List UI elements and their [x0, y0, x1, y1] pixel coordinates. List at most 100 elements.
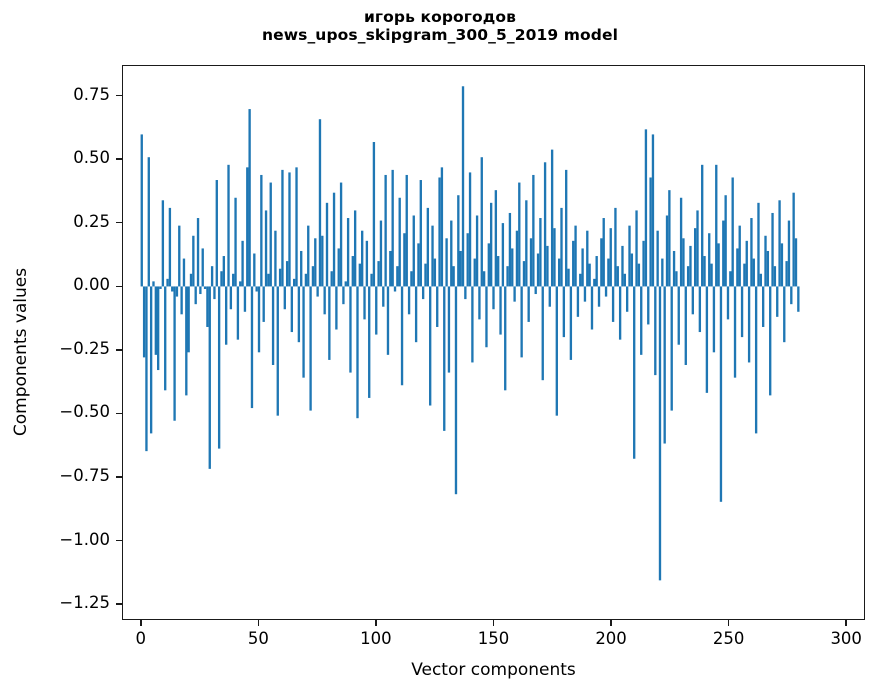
bar	[210, 266, 214, 287]
bar	[773, 266, 777, 287]
bar	[464, 286, 467, 300]
y-tick-mark	[116, 94, 122, 97]
bar	[696, 210, 699, 287]
bar	[557, 258, 561, 287]
bar	[769, 286, 772, 396]
bar	[473, 258, 476, 287]
bar	[213, 286, 216, 300]
bar	[489, 202, 493, 287]
bar	[370, 273, 373, 287]
bar	[482, 271, 486, 287]
bar	[539, 218, 542, 287]
y-tick-mark	[116, 539, 122, 542]
y-tick-mark	[116, 221, 122, 224]
bar	[426, 207, 430, 287]
bar	[501, 223, 505, 287]
bar	[518, 182, 521, 287]
bar	[588, 263, 591, 287]
bar	[267, 273, 270, 287]
bar	[511, 248, 514, 287]
bar	[677, 286, 680, 345]
bar	[225, 286, 228, 345]
bar	[611, 286, 615, 322]
bar	[283, 286, 286, 310]
bar	[797, 286, 800, 312]
bar	[147, 157, 150, 287]
bar	[229, 286, 233, 310]
bar	[166, 278, 169, 287]
x-tick-mark	[610, 620, 612, 626]
bar	[684, 286, 687, 365]
bar	[382, 286, 385, 307]
bar	[375, 286, 378, 335]
bar	[504, 286, 507, 391]
bar	[583, 286, 587, 302]
bar	[321, 235, 324, 287]
bar	[192, 235, 195, 287]
bar	[729, 271, 732, 287]
bar	[670, 286, 673, 411]
bar	[590, 286, 594, 330]
y-axis-label: Components values	[11, 267, 31, 437]
bar	[361, 230, 364, 287]
bar	[419, 180, 422, 287]
bar	[185, 286, 188, 396]
bar	[450, 220, 453, 287]
bar	[407, 286, 411, 315]
bar	[569, 286, 573, 360]
bar	[168, 207, 172, 287]
bar	[142, 286, 146, 358]
y-tick-label: 0.75	[73, 84, 110, 104]
bar	[471, 286, 474, 363]
y-tick-mark	[116, 285, 122, 287]
bar	[206, 286, 209, 327]
x-tick-label: 0	[135, 629, 147, 648]
bar	[494, 190, 498, 287]
bar	[276, 286, 279, 416]
bar	[199, 286, 202, 295]
bar	[196, 218, 200, 287]
bar	[386, 286, 390, 355]
bar	[679, 197, 683, 287]
bar	[525, 200, 528, 287]
bar	[293, 278, 296, 287]
bar	[445, 238, 448, 287]
bar	[358, 263, 362, 287]
bar	[682, 238, 685, 287]
bar	[722, 220, 725, 287]
bar	[661, 258, 664, 287]
bar	[325, 202, 329, 287]
bar	[433, 258, 437, 287]
bar	[178, 225, 181, 287]
bar	[621, 245, 624, 287]
bar	[203, 286, 207, 289]
bar	[297, 286, 301, 343]
chart-title-line-1: игорь корогодов	[363, 8, 517, 26]
bar	[285, 261, 289, 287]
bar	[649, 177, 652, 287]
bar	[698, 286, 702, 333]
bar	[403, 233, 406, 287]
y-tick-mark	[116, 158, 122, 160]
bar	[745, 240, 748, 287]
bar	[731, 177, 734, 287]
bar	[309, 286, 312, 411]
bar	[724, 195, 727, 287]
bar	[529, 238, 533, 287]
bar	[736, 248, 739, 287]
bar	[581, 248, 584, 287]
bar	[642, 240, 645, 287]
bar	[740, 286, 744, 338]
bar	[314, 238, 317, 287]
bar	[478, 286, 481, 320]
bar	[400, 286, 404, 386]
bar	[337, 248, 340, 287]
bar	[647, 286, 650, 325]
bar	[351, 256, 354, 287]
bar	[672, 250, 676, 287]
bar	[307, 225, 310, 287]
bar	[750, 218, 753, 287]
bar	[618, 286, 622, 340]
bar	[546, 245, 549, 287]
bar	[384, 174, 387, 287]
